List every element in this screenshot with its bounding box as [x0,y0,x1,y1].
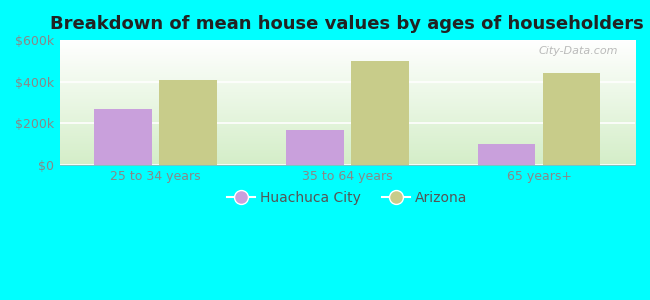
Bar [159,80,217,165]
Bar [543,74,601,165]
Bar [478,144,536,165]
Text: City-Data.com: City-Data.com [538,46,617,56]
Legend: Huachuca City, Arizona: Huachuca City, Arizona [222,185,473,210]
Bar [94,109,151,165]
Bar [286,130,343,165]
Bar [351,61,409,165]
Title: Breakdown of mean house values by ages of householders: Breakdown of mean house values by ages o… [51,15,644,33]
